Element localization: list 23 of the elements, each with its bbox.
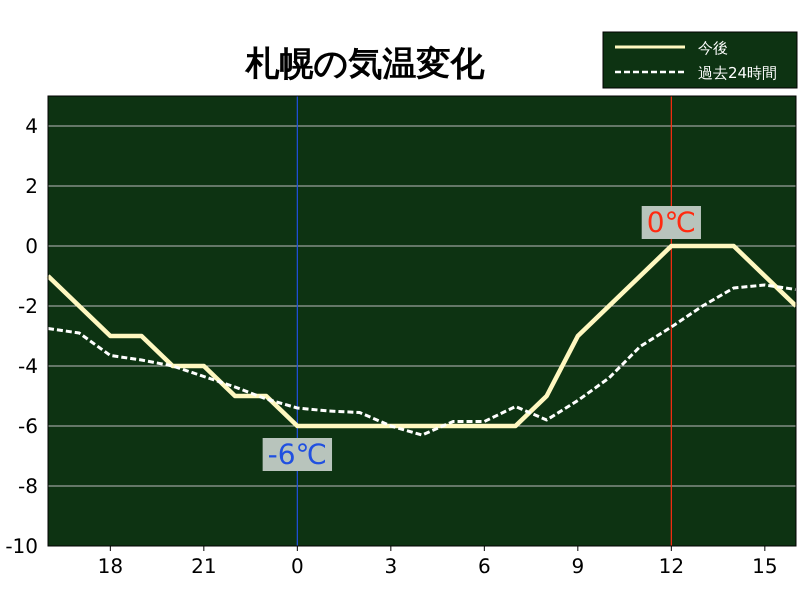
annotation: -6℃ bbox=[268, 438, 328, 471]
chart-title: 札幌の気温変化 bbox=[244, 44, 486, 84]
line-series bbox=[46, 244, 798, 428]
y-tick-label: -4 bbox=[18, 354, 38, 378]
y-tick-label: -6 bbox=[18, 414, 38, 438]
x-tick-label: 21 bbox=[191, 554, 217, 578]
line-series bbox=[46, 284, 798, 436]
x-tick-label: 12 bbox=[658, 554, 684, 578]
y-tick-label: -2 bbox=[18, 294, 38, 318]
x-tick-label: 15 bbox=[752, 554, 778, 578]
legend-label: 過去24時間 bbox=[698, 64, 778, 82]
annotation: 0℃ bbox=[646, 206, 696, 239]
y-tick-label: 2 bbox=[25, 174, 38, 198]
x-tick-label: 9 bbox=[571, 554, 584, 578]
legend-label: 今後 bbox=[698, 39, 728, 57]
y-tick-label: -10 bbox=[5, 534, 38, 558]
x-tick-label: 0 bbox=[290, 554, 304, 578]
y-tick-label: -8 bbox=[18, 474, 38, 498]
x-tick-label: 18 bbox=[98, 554, 124, 578]
x-tick-label: 6 bbox=[478, 554, 491, 578]
y-tick-label: 0 bbox=[25, 234, 38, 258]
y-tick-label: 4 bbox=[25, 114, 38, 138]
x-tick-label: 3 bbox=[384, 554, 398, 578]
